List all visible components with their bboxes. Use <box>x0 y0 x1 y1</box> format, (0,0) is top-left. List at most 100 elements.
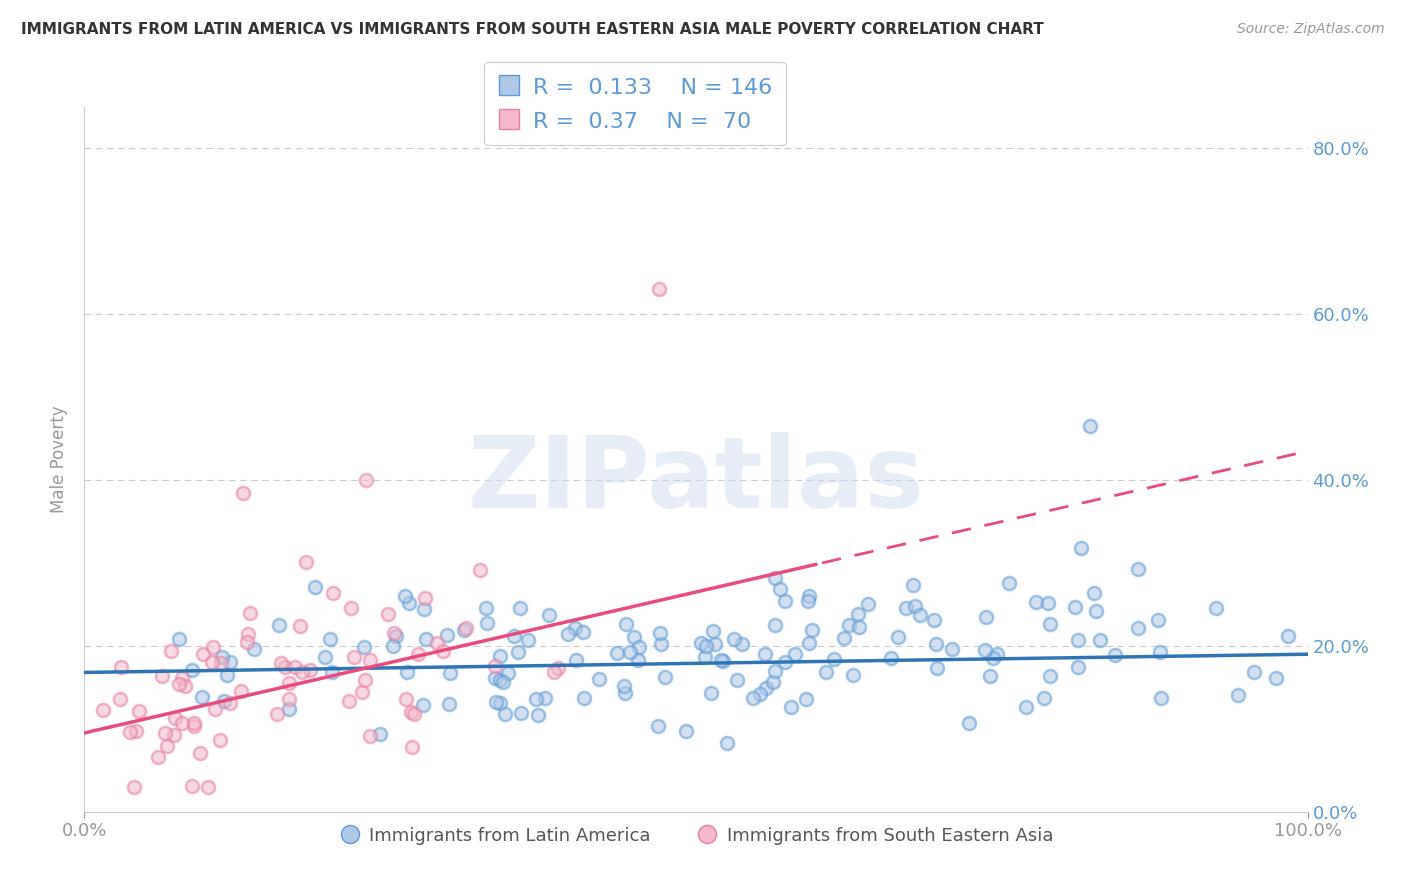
Point <box>475 616 498 631</box>
Point <box>509 601 531 615</box>
Point <box>613 686 636 700</box>
Point <box>903 599 925 613</box>
Point <box>484 659 506 673</box>
Point <box>1243 665 1265 679</box>
Point <box>628 640 651 654</box>
Point <box>1064 599 1087 614</box>
Point <box>398 597 420 611</box>
Point <box>406 647 429 661</box>
Point <box>359 652 381 666</box>
Point <box>941 641 963 656</box>
Point <box>353 673 375 687</box>
Point <box>693 650 716 665</box>
Point <box>1039 669 1062 683</box>
Point <box>167 632 190 646</box>
Point <box>1078 419 1101 434</box>
Point <box>1104 648 1126 662</box>
Point <box>382 639 405 653</box>
Y-axis label: Male Poverty: Male Poverty <box>51 406 69 513</box>
Point <box>454 621 477 635</box>
Point <box>800 623 823 637</box>
Point <box>1067 660 1090 674</box>
Point <box>773 593 796 607</box>
Point <box>814 665 837 679</box>
Point <box>242 642 264 657</box>
Point <box>208 733 231 747</box>
Point <box>278 692 301 706</box>
Point <box>1146 613 1168 627</box>
Point <box>218 696 240 710</box>
Point <box>146 749 169 764</box>
Point <box>1126 562 1149 576</box>
Point <box>1088 632 1111 647</box>
Point <box>368 727 391 741</box>
Point <box>153 725 176 739</box>
Point <box>337 694 360 708</box>
Point <box>1025 595 1047 609</box>
Point <box>749 687 772 701</box>
Point <box>648 626 671 640</box>
Point <box>742 691 765 706</box>
Point <box>238 627 260 641</box>
Point <box>654 670 676 684</box>
Point <box>173 679 195 693</box>
Point <box>401 705 423 719</box>
Point <box>534 691 557 706</box>
Point <box>526 707 548 722</box>
Point <box>710 653 733 667</box>
Point <box>295 556 318 570</box>
Point <box>150 669 173 683</box>
Point <box>797 594 820 608</box>
Point <box>779 700 801 714</box>
Point <box>547 661 569 675</box>
Point <box>908 608 931 623</box>
Point <box>394 590 416 604</box>
Point <box>322 586 344 600</box>
Point <box>470 564 492 578</box>
Point <box>650 637 672 651</box>
Point <box>290 619 312 633</box>
Point <box>1085 604 1108 618</box>
Point <box>799 636 821 650</box>
Point <box>384 629 406 643</box>
Point <box>508 645 530 659</box>
Point <box>181 779 204 793</box>
Point <box>730 637 752 651</box>
Point <box>488 696 510 710</box>
Point <box>998 576 1021 591</box>
Point <box>619 645 641 659</box>
Point <box>799 590 821 604</box>
Point <box>823 652 845 666</box>
Point <box>436 628 458 642</box>
Point <box>509 706 531 720</box>
Point <box>202 640 225 654</box>
Point <box>702 624 724 639</box>
Point <box>359 729 381 743</box>
Point <box>1150 690 1173 705</box>
Point <box>183 716 205 731</box>
Point <box>1277 629 1299 643</box>
Point <box>218 655 240 669</box>
Point <box>557 626 579 640</box>
Point <box>396 665 419 679</box>
Point <box>343 650 366 665</box>
Point <box>274 660 297 674</box>
Point <box>896 601 918 615</box>
Point <box>754 647 776 661</box>
Text: ZIPatlas: ZIPatlas <box>468 432 924 529</box>
Point <box>1070 541 1092 555</box>
Point <box>695 639 717 653</box>
Point <box>212 694 235 708</box>
Point <box>412 698 434 712</box>
Point <box>188 746 211 760</box>
Point <box>690 635 713 649</box>
Point <box>974 610 997 624</box>
Point <box>314 650 336 665</box>
Point <box>181 663 204 677</box>
Point <box>413 591 436 606</box>
Point <box>170 715 193 730</box>
Point <box>354 473 377 487</box>
Text: IMMIGRANTS FROM LATIN AMERICA VS IMMIGRANTS FROM SOUTH EASTERN ASIA MALE POVERTY: IMMIGRANTS FROM LATIN AMERICA VS IMMIGRA… <box>21 22 1043 37</box>
Point <box>986 647 1008 661</box>
Point <box>401 739 423 754</box>
